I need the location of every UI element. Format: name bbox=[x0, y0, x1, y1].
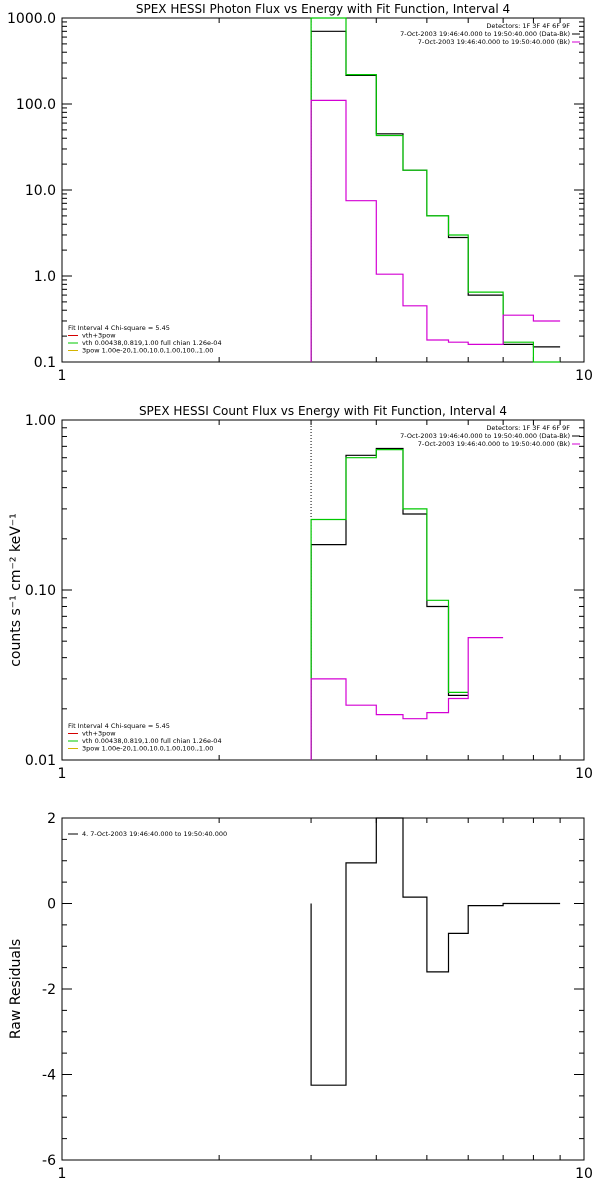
y-tick-label: 2 bbox=[47, 811, 56, 827]
series-bk bbox=[310, 99, 561, 362]
legend-entry: 3pow 1.00e-20,1.00,10.0,1.00,100.,1.00 bbox=[82, 745, 213, 753]
legend-entry: 4. 7-Oct-2003 19:46:40.000 to 19:50:40.0… bbox=[82, 830, 227, 838]
x-tick-label: 10 bbox=[575, 1166, 593, 1182]
panel-2: SPEX HESSI Count Flux vs Energy with Fit… bbox=[8, 404, 593, 782]
legend-entry: Fit Interval 4 Chi-square = 5.45 bbox=[68, 722, 170, 730]
legend-entry: Fit Interval 4 Chi-square = 5.45 bbox=[68, 324, 170, 332]
series-data-bk bbox=[310, 447, 469, 760]
legend-entry: vth+3pow bbox=[82, 730, 116, 738]
y-tick-label: 0.01 bbox=[25, 753, 56, 769]
y-axis-label: Raw Residuals bbox=[8, 939, 24, 1039]
y-tick-label: 1.0 bbox=[34, 269, 56, 285]
x-tick-label: 10 bbox=[575, 368, 593, 384]
x-tick-label: 1 bbox=[58, 1166, 67, 1182]
panel-3: Raw Residuals 1 10 -6 -4 -2 0 2 4. 7-Oct-2003 19… bbox=[8, 811, 593, 1182]
x-tick-label: 1 bbox=[58, 766, 67, 782]
y-tick-label: -2 bbox=[42, 982, 56, 998]
y-tick-label: 1000.0 bbox=[7, 11, 56, 27]
info-line: 7-Oct-2003 19:46:40.000 to 19:50:40.000 … bbox=[418, 38, 570, 46]
info-line: Detectors: 1F 3F 4F 6F 9F bbox=[486, 424, 570, 432]
y-tick-label: -6 bbox=[42, 1153, 56, 1169]
y-tick-label: -4 bbox=[42, 1068, 56, 1084]
y-axis-label: counts s⁻¹ cm⁻² keV⁻¹ bbox=[8, 513, 24, 667]
legend-entry: vth 0.00438,0.819,1.00 full chian 1.26e-… bbox=[82, 737, 222, 745]
series-fit bbox=[310, 17, 561, 363]
x-tick-label: 10 bbox=[575, 766, 593, 782]
info-line: 7-Oct-2003 19:46:40.000 to 19:50:40.000 … bbox=[418, 440, 570, 448]
plot-frame bbox=[61, 419, 585, 761]
info-line: 7-Oct-2003 19:46:40.000 to 19:50:40.000 … bbox=[400, 30, 570, 38]
legend-entry: 3pow 1.00e-20,1.00,10.0,1.00,100.,1.00 bbox=[82, 347, 213, 355]
series-fit bbox=[310, 449, 469, 760]
y-tick-label: 1.00 bbox=[25, 413, 56, 429]
series-4-7-oct-2003-19-46-40-000-to-19-50-40-000 bbox=[310, 817, 561, 1086]
legend-entry: vth 0.00438,0.819,1.00 full chian 1.26e-… bbox=[82, 339, 222, 347]
panel-1: SPEX HESSI Photon Flux vs Energy with Fi… bbox=[7, 2, 593, 384]
y-tick-label: 10.0 bbox=[25, 183, 56, 199]
x-tick-label: 1 bbox=[58, 368, 67, 384]
series-bk bbox=[310, 636, 504, 760]
series-data-bk bbox=[310, 30, 561, 362]
chart-title: SPEX HESSI Photon Flux vs Energy with Fi… bbox=[136, 2, 510, 16]
y-tick-label: 0.10 bbox=[25, 583, 56, 599]
chart-title: SPEX HESSI Count Flux vs Energy with Fit… bbox=[139, 404, 507, 418]
y-tick-label: 100.0 bbox=[16, 97, 56, 113]
y-tick-label: 0.1 bbox=[34, 355, 56, 371]
info-line: 7-Oct-2003 19:46:40.000 to 19:50:40.000 … bbox=[400, 432, 570, 440]
plot-frame bbox=[61, 817, 585, 1161]
plot-frame bbox=[61, 17, 585, 363]
info-line: Detectors: 1F 3F 4F 6F 9F bbox=[486, 22, 570, 30]
legend-entry: vth+3pow bbox=[82, 332, 116, 340]
y-tick-label: 0 bbox=[47, 897, 56, 913]
